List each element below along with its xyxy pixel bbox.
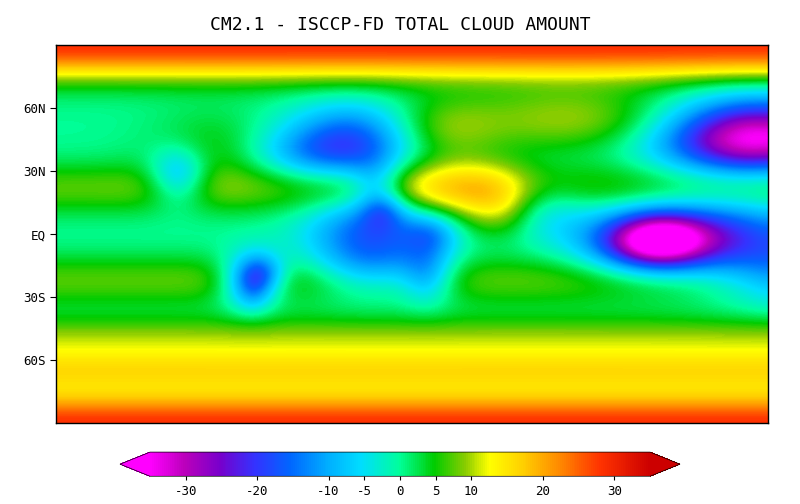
Text: CM2.1 - ISCCP-FD TOTAL CLOUD AMOUNT: CM2.1 - ISCCP-FD TOTAL CLOUD AMOUNT [210,16,590,34]
PathPatch shape [120,452,150,476]
PathPatch shape [650,452,680,476]
